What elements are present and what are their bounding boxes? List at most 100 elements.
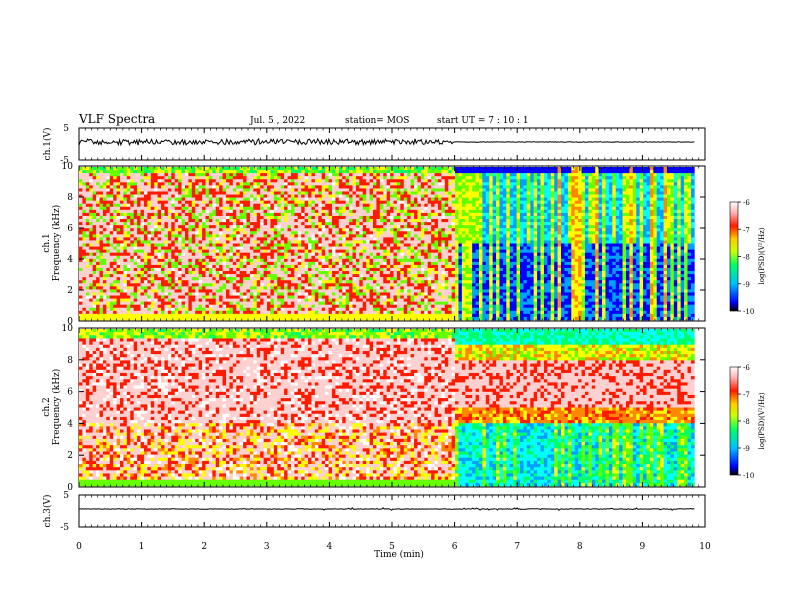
spectrogram-cell [167,298,172,302]
spectrogram-cell [373,313,377,318]
spectrogram-cell [267,277,271,281]
spectrogram-cell [171,222,176,226]
spectrogram-cell [311,283,316,287]
spectrogram-cell [79,267,83,272]
spectrogram-cell [321,304,326,309]
spectrogram-cell [396,246,401,250]
spectrogram-cell [338,286,343,290]
spectrogram-cell [260,234,264,238]
spectrogram-cell [109,261,114,266]
spectrogram-cell [79,277,83,281]
spectrogram-cell [154,203,158,208]
spectrogram-cell [133,237,138,241]
spectrogram-cell [362,258,367,263]
spectrogram-cell [106,261,111,266]
spectrogram-cell [243,255,247,260]
spectrogram-cell [226,179,230,183]
spectrogram-cell [301,310,305,315]
spectrogram-cell [270,188,275,192]
spectrogram-cell [249,289,254,293]
spectrogram-cell [400,298,405,302]
spectrogram-cell [161,176,165,180]
spectrogram-cell [414,310,418,315]
spectrogram-cell [202,231,206,235]
spectrogram-cell [116,264,121,269]
spectrogram-cell [414,243,418,247]
spectrogram-cell [280,255,285,260]
spectrogram-cell [383,255,387,260]
spectrogram-cell [167,222,172,226]
spectrogram-cell [79,243,83,247]
spectrogram-cell [273,170,278,174]
spectrogram-cell [113,258,117,263]
spectrogram-cell [184,219,189,223]
spectrogram-cell [304,194,309,198]
spectrogram-cell [171,252,176,257]
spectrogram-cell [256,286,261,290]
spectrogram-cell [99,261,104,266]
spectrogram-cell [167,304,172,309]
spectrogram-cell [181,194,186,198]
spectrogram-cell [226,243,230,247]
spectrogram-cell [407,286,411,290]
spectrogram-cell [345,222,350,226]
spectrogram-cell [311,209,316,214]
spectrogram-cell [243,170,247,174]
spectrogram-cell [85,289,90,293]
spectrogram-cell [414,246,418,250]
spectrogram-cell [181,304,186,309]
spectrogram-cell [212,283,217,287]
spectrogram-cell [239,222,244,226]
spectrogram-cell [181,301,186,305]
spectrogram-cell [308,310,312,315]
spectrogram-cell [188,261,193,266]
spectrogram-cell [407,267,411,272]
spectrogram-cell [338,283,343,287]
spectrogram-cell [157,206,162,211]
spectrogram-cell [150,271,155,275]
spectrogram-cell [174,246,179,250]
spectrogram-cell [137,267,141,272]
spectrogram-cell [284,209,288,214]
spectrogram-cell [273,209,278,214]
spectrogram-cell [308,307,312,312]
spectrogram-cell [130,313,134,318]
spectrogram-cell [277,203,281,208]
spectrogram-cell [222,191,227,195]
spectrogram-cell [366,295,370,299]
spectrogram-cell [246,191,251,195]
spectrogram-cell [109,304,114,309]
spectrogram-cell [99,283,104,287]
spectrogram-cell [140,209,145,214]
spectrogram-cell [321,277,326,281]
spectrogram-cell [133,219,138,223]
spectrogram-cell [342,243,346,247]
spectrogram-cell [191,271,196,275]
spectrogram-cell [301,215,305,220]
spectrogram-cell [249,271,254,275]
spectrogram-cell [403,188,408,192]
spectrogram-cell [386,191,391,195]
spectrogram-cell [414,176,418,180]
spectrogram-cell [167,249,172,253]
spectrogram-cell [236,316,240,321]
spectrogram-cell [191,182,196,186]
spectrogram-cell [263,264,268,269]
spectrogram-cell [123,295,128,299]
spectrogram-cell [410,277,415,281]
spectrogram-cell [267,191,271,195]
spectrogram-cell [157,286,162,290]
spectrogram-cell [246,246,251,250]
spectrogram-cell [202,258,206,263]
spectrogram-cell [328,206,333,211]
spectrogram-cell [161,277,165,281]
spectrogram-cell [253,243,258,247]
spectrogram-cell [376,215,381,220]
spectrogram-cell [161,185,165,189]
spectrogram-cell [400,194,405,198]
spectrogram-cell [379,264,384,269]
spectrogram-cell [184,252,189,257]
spectrogram-cell [202,222,206,226]
spectrogram-cell [113,176,117,180]
spectrogram-cell [290,240,295,244]
